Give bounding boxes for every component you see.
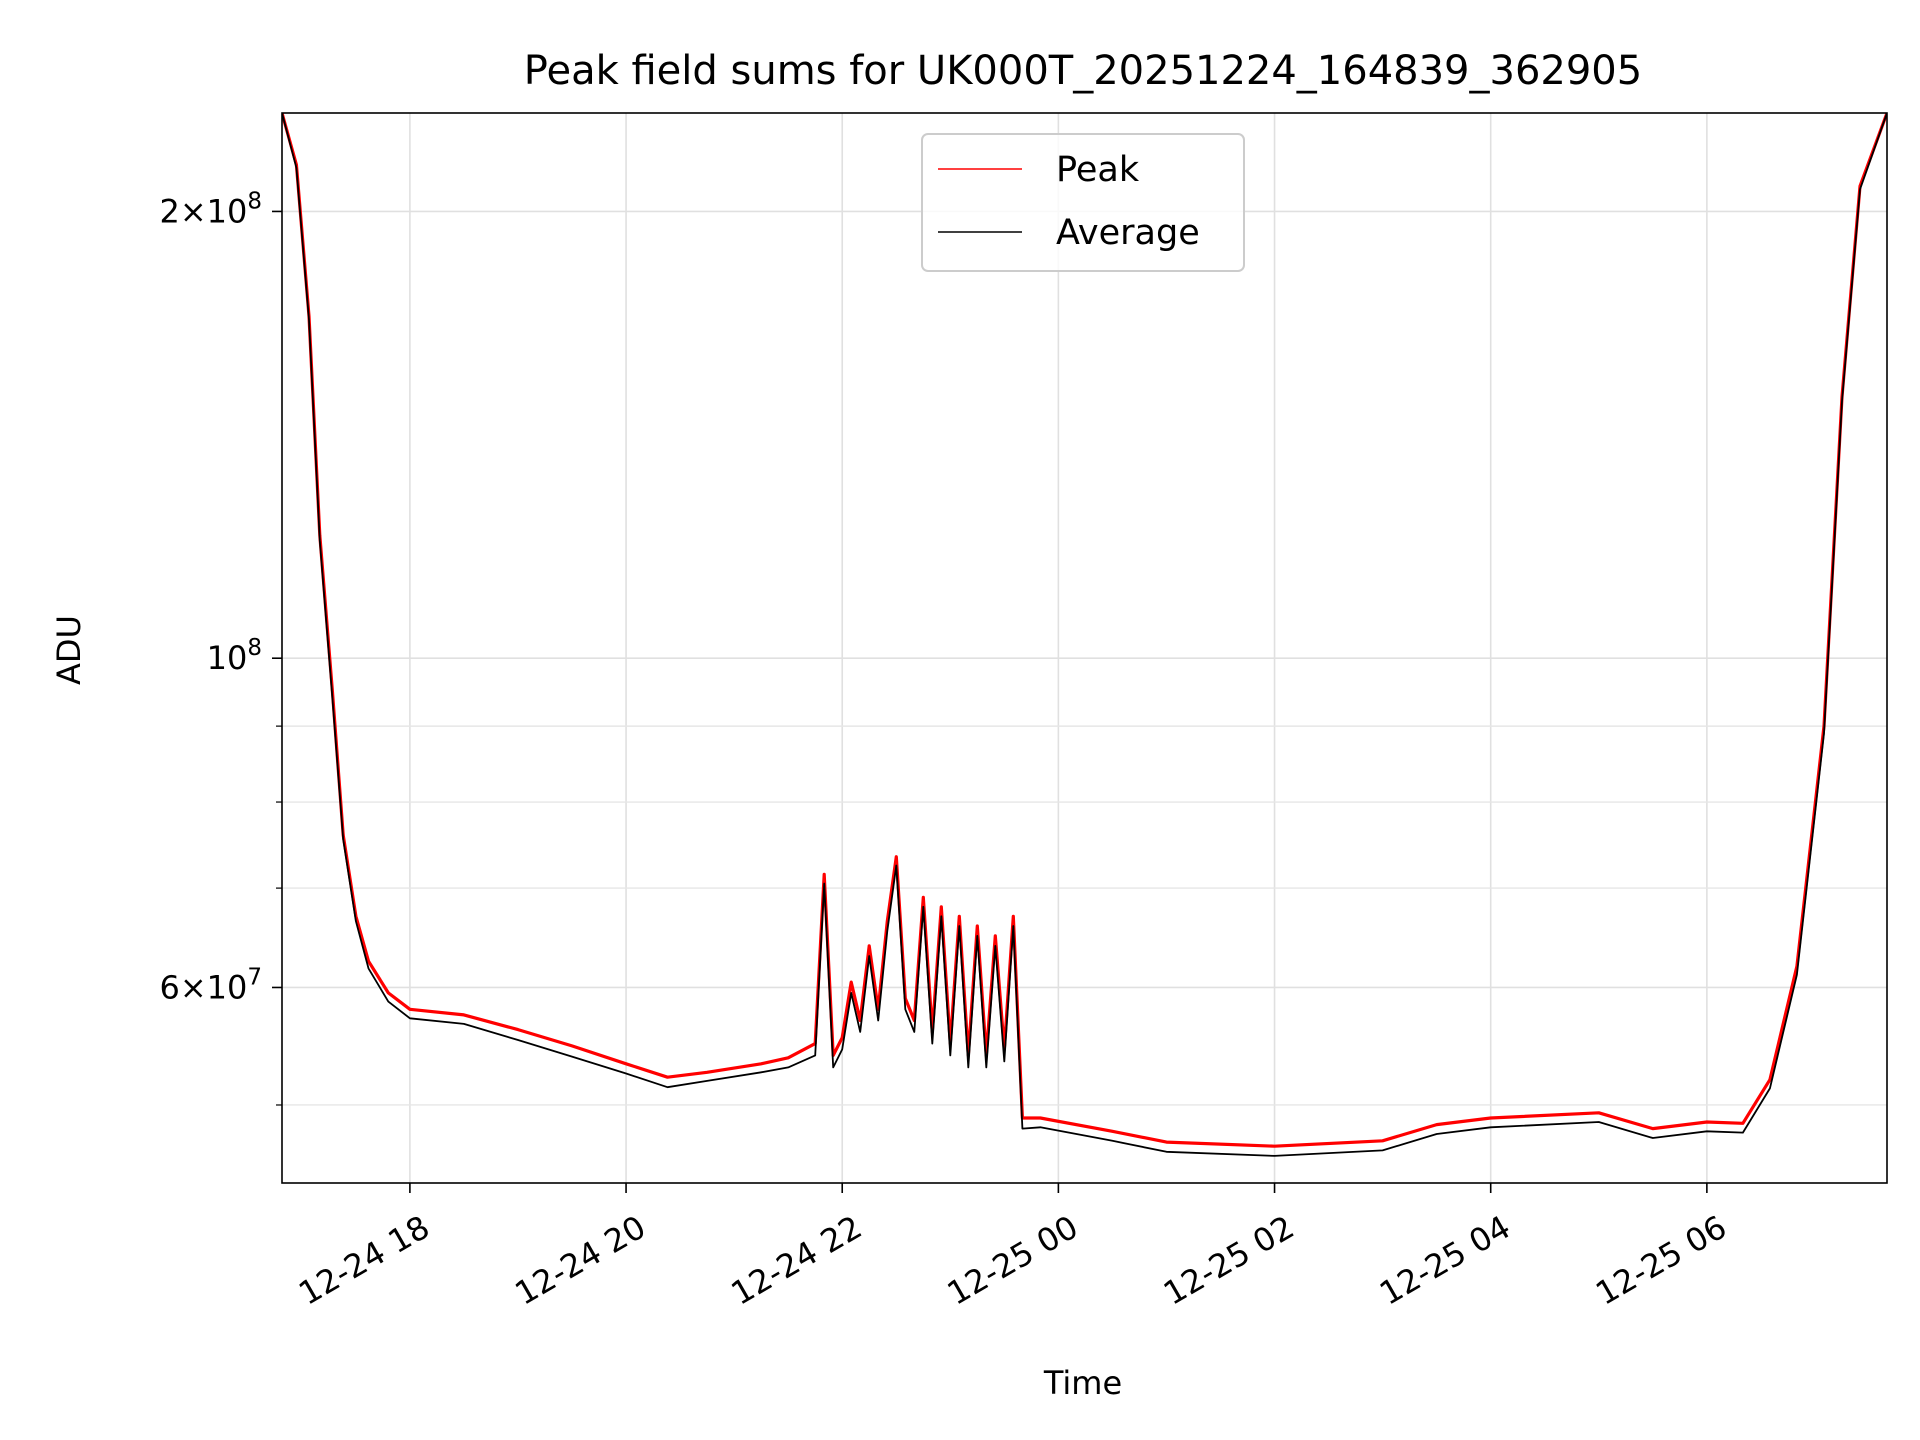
legend: Peak Average <box>921 133 1245 272</box>
plot-series <box>282 113 1887 1157</box>
y-axis-label: ADU <box>50 615 88 685</box>
legend-label-average: Average <box>1056 213 1200 253</box>
chart-title: Peak field sums for UK000T_20251224_1648… <box>524 48 1642 94</box>
x-axis-label: Time <box>1043 1364 1122 1402</box>
y-tick-label: 108 <box>207 635 262 677</box>
y-tick-label: 2×108 <box>159 188 262 230</box>
series-line-average <box>282 113 1887 1157</box>
legend-label-peak: Peak <box>1056 150 1140 190</box>
grid <box>282 113 1887 1183</box>
plot-frame <box>281 112 1888 1184</box>
y-tick-label: 6×107 <box>159 964 262 1006</box>
